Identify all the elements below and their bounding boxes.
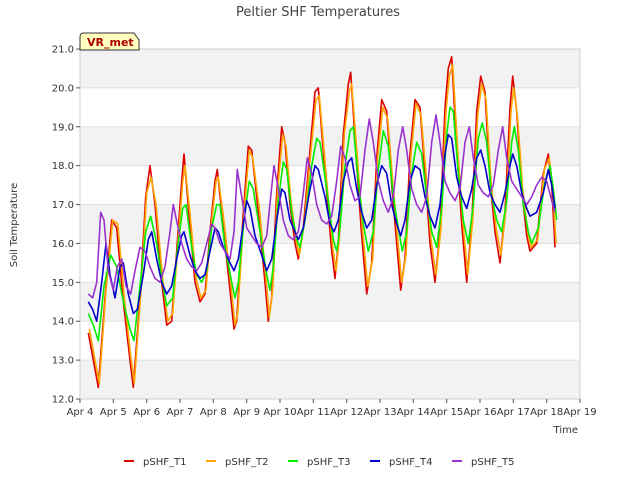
legend-item: pSHF_T1 xyxy=(124,457,186,468)
y-tick-label: 14.0 xyxy=(52,317,74,328)
legend-item: pSHF_T3 xyxy=(288,457,350,468)
legend-label: pSHF_T2 xyxy=(225,457,268,468)
legend-label: pSHF_T4 xyxy=(389,457,432,468)
series-line-pshf-t5 xyxy=(87,114,556,299)
x-tick-label: Apr 5 xyxy=(100,407,127,418)
y-tick-label: 12.0 xyxy=(52,395,74,406)
x-tick-label: Apr 19 xyxy=(563,407,596,418)
series-line-pshf-t3 xyxy=(87,106,558,342)
x-tick-label: Apr 8 xyxy=(200,407,227,418)
chart-title: Peltier SHF Temperatures xyxy=(236,5,400,20)
x-tick-label: Apr 6 xyxy=(133,407,160,418)
legend-item: pSHF_T5 xyxy=(452,457,514,468)
x-tick-label: Apr 13 xyxy=(363,407,396,418)
x-tick-label: Apr 17 xyxy=(497,407,530,418)
x-tick-label: Apr 11 xyxy=(297,407,330,418)
series-line-pshf-t4 xyxy=(87,133,556,322)
y-tick-label: 19.0 xyxy=(52,122,74,133)
x-tick-label: Apr 15 xyxy=(430,407,463,418)
legend-item: pSHF_T2 xyxy=(206,457,268,468)
y-tick-label: 18.0 xyxy=(52,161,74,172)
legend-label: pSHF_T5 xyxy=(471,457,514,468)
x-tick-label: Apr 9 xyxy=(233,407,260,418)
x-tick-label: Apr 7 xyxy=(167,407,194,418)
plot-area xyxy=(79,48,581,400)
x-tick-label: Apr 10 xyxy=(263,407,296,418)
grid-band xyxy=(80,360,580,399)
legend-label: pSHF_T1 xyxy=(143,457,186,468)
x-tick-label: Apr 14 xyxy=(397,407,430,418)
x-tick-label: Apr 4 xyxy=(67,407,94,418)
grid-band xyxy=(80,49,580,88)
legend: pSHF_T1 pSHF_T2 pSHF_T3 pSHF_T4 pSHF_T5 xyxy=(124,457,514,468)
legend-item: pSHF_T4 xyxy=(370,457,432,468)
y-tick-label: 20.0 xyxy=(52,83,74,94)
y-tick-label: 13.0 xyxy=(52,356,74,367)
site-badge-label: VR_met xyxy=(87,36,134,49)
x-tick-label: Apr 16 xyxy=(463,407,496,418)
site-badge: VR_met xyxy=(79,32,140,51)
y-tick-label: 15.0 xyxy=(52,278,74,289)
grid-band xyxy=(80,282,580,322)
x-tick-label: Apr 18 xyxy=(530,407,563,418)
y-axis-label: Soil Temperature xyxy=(9,183,20,268)
y-tick-label: 21.0 xyxy=(52,45,74,56)
legend-label: pSHF_T3 xyxy=(307,457,350,468)
x-axis-label: Time xyxy=(553,425,578,436)
x-tick-label: Apr 12 xyxy=(330,407,363,418)
y-tick-label: 16.0 xyxy=(52,239,74,250)
y-tick-label: 17.0 xyxy=(52,200,74,211)
